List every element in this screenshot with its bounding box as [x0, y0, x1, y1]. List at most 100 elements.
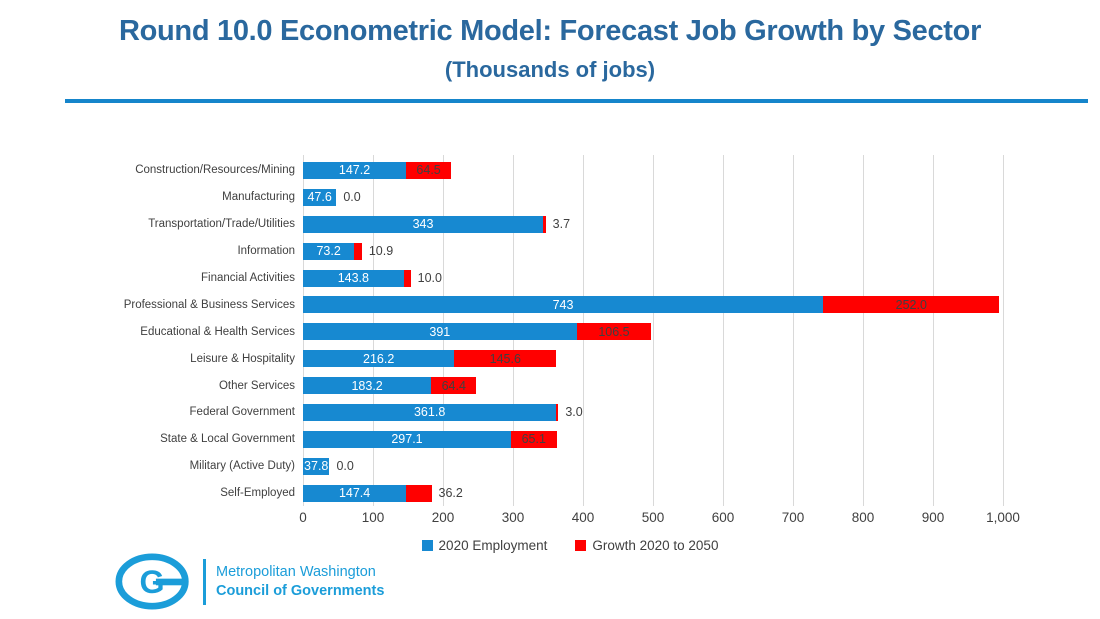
growth-value-label: 3.7	[552, 217, 571, 232]
employment-bar-segment: 391	[303, 323, 577, 341]
page-subtitle: (Thousands of jobs)	[444, 57, 656, 82]
chart-row: Manufacturing 47.6 0.0	[95, 184, 1003, 211]
category-label: Transportation/Trade/Utilities	[148, 218, 295, 231]
growth-bar-segment: 65.1	[510, 430, 557, 448]
chart-row: Other Services 183.2 64.4	[95, 372, 1003, 399]
growth-bar-segment	[403, 269, 411, 287]
row-plot: 391 106.5	[303, 323, 1003, 341]
row-plot: 47.6 0.0	[303, 188, 1003, 206]
gridline	[1003, 155, 1004, 506]
employment-value-label: 73.2	[316, 244, 341, 259]
employment-bar-segment: 361.8	[303, 403, 557, 421]
employment-value-label: 47.6	[307, 190, 332, 205]
row-plot: 143.8 10.0	[303, 269, 1003, 287]
employment-bar-segment: 183.2	[303, 377, 432, 395]
chart-row: Financial Activities 143.8 10.0	[95, 265, 1003, 292]
category-label: Self-Employed	[220, 487, 295, 500]
employment-bar-segment: 216.2	[303, 350, 455, 368]
employment-value-label: 147.4	[338, 486, 371, 501]
chart-row: Professional & Business Services 743 252.0	[95, 291, 1003, 318]
chart-row: Self-Employed 147.4 36.2	[95, 480, 1003, 507]
growth-bar-segment: 106.5	[576, 323, 652, 341]
x-axis-tick-label: 100	[361, 510, 385, 525]
growth-bar-segment	[406, 484, 432, 502]
growth-bar-segment: 145.6	[454, 350, 557, 368]
cog-logo-emblem-icon: G	[115, 553, 189, 610]
employment-bar-segment: 147.2	[303, 161, 407, 179]
employment-value-label: 297.1	[391, 432, 423, 447]
employment-bar-segment: 47.6	[303, 188, 337, 206]
logo-text: Metropolitan Washington Council of Gover…	[216, 563, 384, 601]
chart-row: Information 73.2 10.9	[95, 238, 1003, 265]
employment-value-label: 37.8	[304, 459, 329, 474]
x-axis-tick-label: 1,000	[986, 510, 1020, 525]
category-label: Professional & Business Services	[123, 298, 295, 311]
growth-value-label: 10.9	[368, 244, 394, 259]
category-label: Financial Activities	[201, 272, 295, 284]
row-plot: 73.2 10.9	[303, 242, 1003, 260]
row-plot: 147.4 36.2	[303, 484, 1003, 502]
growth-bar-segment	[354, 242, 362, 260]
employment-value-label: 391	[429, 324, 451, 339]
chart-row: Leisure & Hospitality 216.2 145.6	[95, 345, 1003, 372]
growth-value-label: 0.0	[343, 190, 361, 205]
employment-bar-segment: 37.8	[303, 457, 330, 475]
x-axis-tick-label: 400	[571, 510, 595, 525]
category-label: Military (Active Duty)	[189, 460, 295, 473]
chart-row: State & Local Government 297.1 65.1	[95, 426, 1003, 453]
category-label: Leisure & Hospitality	[190, 352, 295, 365]
chart-rows: Construction/Resources/Mining 147.2 64.5 Ma…	[95, 157, 1003, 507]
category-label: State & Local Government	[160, 433, 295, 446]
legend-label: Growth 2020 to 2050	[592, 538, 719, 553]
x-axis-tick-label: 900	[921, 510, 945, 525]
growth-value-label: 10.0	[417, 271, 442, 285]
growth-value-label: 64.4	[441, 378, 466, 393]
growth-value-label: 65.1	[521, 432, 546, 447]
title-divider-rule	[65, 99, 1088, 103]
cog-logo-letter: G	[140, 564, 165, 600]
gridline	[723, 155, 724, 506]
employment-bar-segment: 743	[303, 296, 824, 314]
row-plot: 147.2 64.5	[303, 161, 1003, 179]
row-plot: 343 3.7	[303, 215, 1003, 233]
legend-item: 2020 Employment	[421, 538, 548, 553]
growth-value-label: 64.5	[416, 163, 441, 178]
x-axis-tick-label: 0	[299, 510, 307, 525]
employment-bar-segment: 147.4	[303, 484, 407, 502]
logo-org-line2: Council of Governments	[216, 582, 385, 599]
gridline	[793, 155, 794, 506]
chart-row: Military (Active Duty) 37.8 0.0	[95, 453, 1003, 480]
legend-swatch-icon	[421, 540, 433, 551]
employment-bar-segment: 343	[303, 215, 544, 233]
growth-value-label: 145.6	[489, 351, 521, 366]
legend-label: 2020 Employment	[438, 538, 548, 553]
category-label: Construction/Resources/Mining	[135, 164, 295, 177]
category-label: Educational & Health Services	[140, 325, 295, 338]
category-label: Manufacturing	[222, 191, 295, 204]
legend-swatch-icon	[575, 540, 587, 551]
category-label: Information	[237, 245, 295, 258]
x-axis: 0 100 200 300 400 500 600 700 800 900 1,000	[299, 510, 1020, 528]
legend: 2020 Employment Growth 2020 to 2050	[0, 538, 1100, 553]
x-axis-tick-label: 200	[431, 510, 455, 525]
row-plot: 297.1 65.1	[303, 430, 1003, 448]
logo-separator	[203, 558, 206, 605]
page-title: Round 10.0 Econometric Model: Forecast J…	[118, 15, 982, 47]
employment-value-label: 147.2	[338, 163, 371, 178]
growth-bar-segment	[543, 215, 546, 233]
employment-value-label: 216.2	[363, 351, 395, 366]
growth-value-label: 106.5	[598, 324, 630, 339]
legend-item: Growth 2020 to 2050	[575, 538, 718, 553]
category-label: Other Services	[218, 379, 295, 392]
chart-row: Federal Government 361.8 3.0	[95, 399, 1003, 426]
cog-logo: G Metropolitan Washington Council of Gov…	[114, 553, 384, 610]
growth-value-label: 252.0	[895, 297, 927, 312]
employment-value-label: 143.8	[337, 271, 369, 285]
category-label: Federal Government	[189, 406, 295, 419]
employment-value-label: 743	[552, 297, 574, 312]
x-axis-tick-label: 600	[711, 510, 735, 525]
row-plot: 216.2 145.6	[303, 350, 1003, 368]
growth-bar-segment: 64.5	[406, 161, 452, 179]
gridline	[863, 155, 864, 506]
